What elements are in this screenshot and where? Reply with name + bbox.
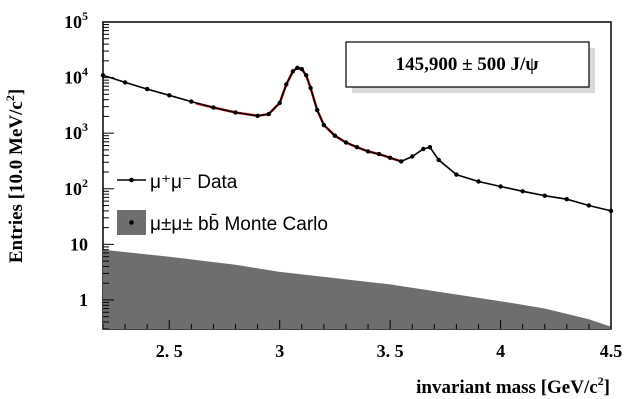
data-point bbox=[520, 189, 525, 194]
data-point bbox=[315, 107, 320, 113]
x-tick-label: 4.5 bbox=[600, 341, 623, 361]
data-point bbox=[586, 203, 592, 208]
data-point bbox=[233, 110, 238, 115]
data-point bbox=[608, 208, 614, 214]
legend: μ⁺μ⁻ Data μ±μ± bb̄ Monte Carlo bbox=[117, 172, 328, 235]
yield-annotation: 145,900 ± 500 J/ψ bbox=[345, 41, 595, 93]
legend-mc-label: μ±μ± bb̄ Monte Carlo bbox=[150, 214, 328, 235]
mc-area bbox=[103, 249, 611, 329]
data-point bbox=[284, 82, 289, 87]
y-tick-label: 10 bbox=[70, 234, 88, 254]
data-point bbox=[542, 193, 547, 198]
data-point bbox=[454, 172, 459, 177]
data-point bbox=[365, 149, 371, 154]
data-point bbox=[376, 151, 382, 157]
legend-data-marker bbox=[129, 177, 134, 183]
data-point bbox=[211, 105, 216, 110]
y-tick-label: 102 bbox=[64, 176, 88, 199]
data-point bbox=[354, 145, 360, 150]
data-point bbox=[145, 86, 150, 92]
legend-data-label: μ⁺μ⁻ Data bbox=[150, 172, 238, 193]
y-tick-label: 1 bbox=[79, 290, 88, 310]
x-axis-label: invariant mass [GeV/c2] bbox=[416, 374, 610, 398]
data-point bbox=[387, 155, 393, 160]
data-point bbox=[498, 184, 503, 189]
x-tick-label: 3. 5 bbox=[377, 341, 404, 361]
data-point bbox=[321, 122, 327, 128]
data-point bbox=[476, 179, 481, 184]
x-tick-label: 3 bbox=[275, 341, 284, 361]
data-point bbox=[122, 80, 128, 85]
data-point bbox=[564, 197, 569, 202]
legend-mc-marker bbox=[129, 220, 134, 225]
data-point bbox=[421, 146, 426, 152]
data-point bbox=[332, 133, 338, 138]
x-tick-label: 2. 5 bbox=[156, 341, 183, 361]
data-point bbox=[255, 113, 260, 119]
yield-annotation-text: 145,900 ± 500 J/ψ bbox=[396, 54, 539, 75]
data-point bbox=[266, 111, 271, 117]
data-point bbox=[308, 85, 313, 91]
data-point bbox=[427, 145, 433, 150]
y-axis-label: Entries [10.0 MeV/c2] bbox=[3, 89, 27, 263]
data-point bbox=[100, 73, 106, 78]
data-point bbox=[277, 100, 282, 106]
data-point bbox=[399, 159, 404, 164]
data-point bbox=[189, 99, 194, 104]
y-tick-label: 103 bbox=[64, 120, 88, 143]
data-point bbox=[299, 66, 304, 72]
data-point bbox=[167, 93, 172, 98]
data-point bbox=[436, 157, 441, 163]
y-tick-label: 104 bbox=[64, 65, 88, 88]
data-point bbox=[290, 69, 296, 74]
y-tick-label: 105 bbox=[64, 9, 88, 32]
data-point bbox=[295, 65, 300, 71]
data-point bbox=[304, 73, 309, 78]
x-tick-label: 4 bbox=[496, 341, 505, 361]
data-point bbox=[410, 154, 415, 159]
data-point bbox=[343, 140, 349, 145]
